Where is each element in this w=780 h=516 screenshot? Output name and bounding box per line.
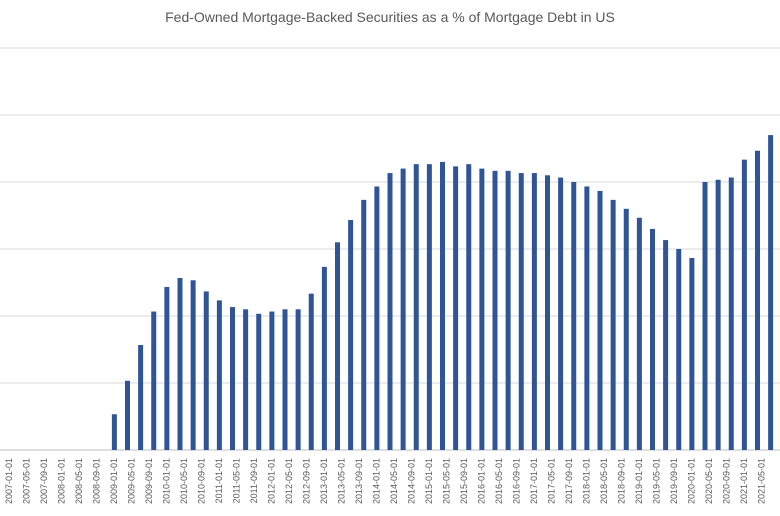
bar (518, 173, 524, 451)
bar (768, 135, 774, 450)
x-tick-label: 2007-01-01 (4, 458, 14, 504)
x-tick-label: 2011-01-01 (214, 458, 224, 503)
x-tick-label: 2010-01-01 (161, 458, 171, 504)
x-tick-label: 2014-09-01 (406, 458, 416, 504)
bar (466, 164, 472, 450)
bar (348, 219, 354, 450)
x-tick-label: 2008-09-01 (91, 458, 101, 504)
bar (164, 286, 170, 450)
bar (492, 170, 498, 451)
bar (138, 345, 144, 450)
bar (400, 168, 406, 450)
bar (558, 177, 564, 451)
bar (426, 164, 432, 450)
bar (243, 309, 249, 450)
bar (308, 293, 314, 450)
x-tick-label: 2013-09-01 (354, 458, 364, 504)
bar (256, 313, 262, 450)
x-tick-label: 2018-05-01 (599, 458, 609, 504)
bar (361, 199, 367, 450)
bar (728, 177, 734, 451)
x-tick-label: 2008-05-01 (74, 458, 84, 504)
x-tick-label: 2020-09-01 (721, 458, 731, 504)
x-tick-label: 2016-01-01 (476, 458, 486, 504)
bar (663, 240, 669, 450)
x-tick-label: 2017-05-01 (546, 458, 556, 504)
bar (125, 380, 130, 450)
bar (440, 161, 445, 450)
x-tick-label: 2008-01-01 (56, 458, 66, 504)
bar (505, 170, 511, 451)
bar (741, 159, 747, 450)
bar (321, 266, 327, 450)
bar (374, 186, 380, 450)
x-tick-label: 2020-05-01 (704, 458, 714, 504)
bar (676, 249, 682, 450)
chart-title: Fed-Owned Mortgage-Backed Securities as … (165, 9, 615, 25)
x-tick-label: 2015-09-01 (459, 458, 469, 504)
bar (636, 217, 642, 450)
bar (571, 182, 577, 450)
x-tick-label: 2016-09-01 (511, 458, 521, 504)
bar (689, 257, 695, 450)
x-tick-label: 2014-05-01 (389, 458, 399, 504)
x-tick-label: 2009-01-01 (109, 458, 119, 504)
bar (203, 291, 209, 450)
bar (230, 307, 235, 450)
x-tick-label: 2007-09-01 (39, 458, 49, 504)
x-tick-label: 2021-01-01 (739, 458, 749, 504)
bar (413, 164, 419, 450)
bar (702, 182, 708, 450)
bar (531, 173, 537, 451)
bar (282, 309, 288, 450)
x-tick-label: 2017-01-01 (529, 458, 539, 504)
bar (387, 173, 393, 451)
x-tick-label: 2021-05-01 (756, 458, 766, 504)
x-tick-label: 2012-09-01 (301, 458, 311, 504)
bar (545, 175, 550, 451)
x-tick-label: 2015-05-01 (441, 458, 451, 504)
x-tick-label: 2013-01-01 (319, 458, 329, 504)
bar (715, 179, 721, 450)
bar (295, 309, 301, 450)
bar (755, 150, 760, 450)
x-tick-label: 2019-09-01 (669, 458, 679, 504)
x-tick-label: 2016-05-01 (494, 458, 504, 504)
x-tick-label: 2014-01-01 (371, 458, 381, 504)
bar (269, 311, 275, 450)
x-tick-label: 2018-09-01 (616, 458, 626, 504)
bar (650, 228, 655, 450)
x-tick-label: 2012-01-01 (266, 458, 276, 504)
x-tick-label: 2011-05-01 (231, 458, 241, 503)
x-tick-label: 2019-01-01 (634, 458, 644, 504)
bar (584, 186, 590, 450)
x-tick-label: 2015-01-01 (424, 458, 434, 504)
x-tick-label: 2009-09-01 (144, 458, 154, 504)
x-tick-label: 2009-05-01 (126, 458, 136, 504)
x-tick-label: 2012-05-01 (284, 458, 294, 504)
x-tick-label: 2007-05-01 (21, 458, 31, 504)
bar (177, 278, 183, 450)
bar (479, 168, 485, 450)
bar (623, 208, 629, 450)
x-tick-label: 2013-05-01 (336, 458, 346, 504)
bar (597, 190, 603, 450)
x-tick-label: 2011-09-01 (249, 458, 259, 503)
x-tick-label: 2018-01-01 (581, 458, 591, 504)
x-tick-label: 2010-09-01 (196, 458, 206, 504)
bar (335, 242, 340, 450)
x-tick-label: 2017-09-01 (564, 458, 574, 504)
bar (111, 414, 117, 450)
bar (216, 300, 222, 450)
x-tick-label: 2010-05-01 (179, 458, 189, 504)
bar (190, 280, 196, 450)
bar (610, 199, 616, 450)
bar (151, 311, 157, 450)
bar (453, 166, 459, 450)
x-tick-label: 2019-05-01 (651, 458, 661, 504)
x-tick-label: 2020-01-01 (686, 458, 696, 504)
